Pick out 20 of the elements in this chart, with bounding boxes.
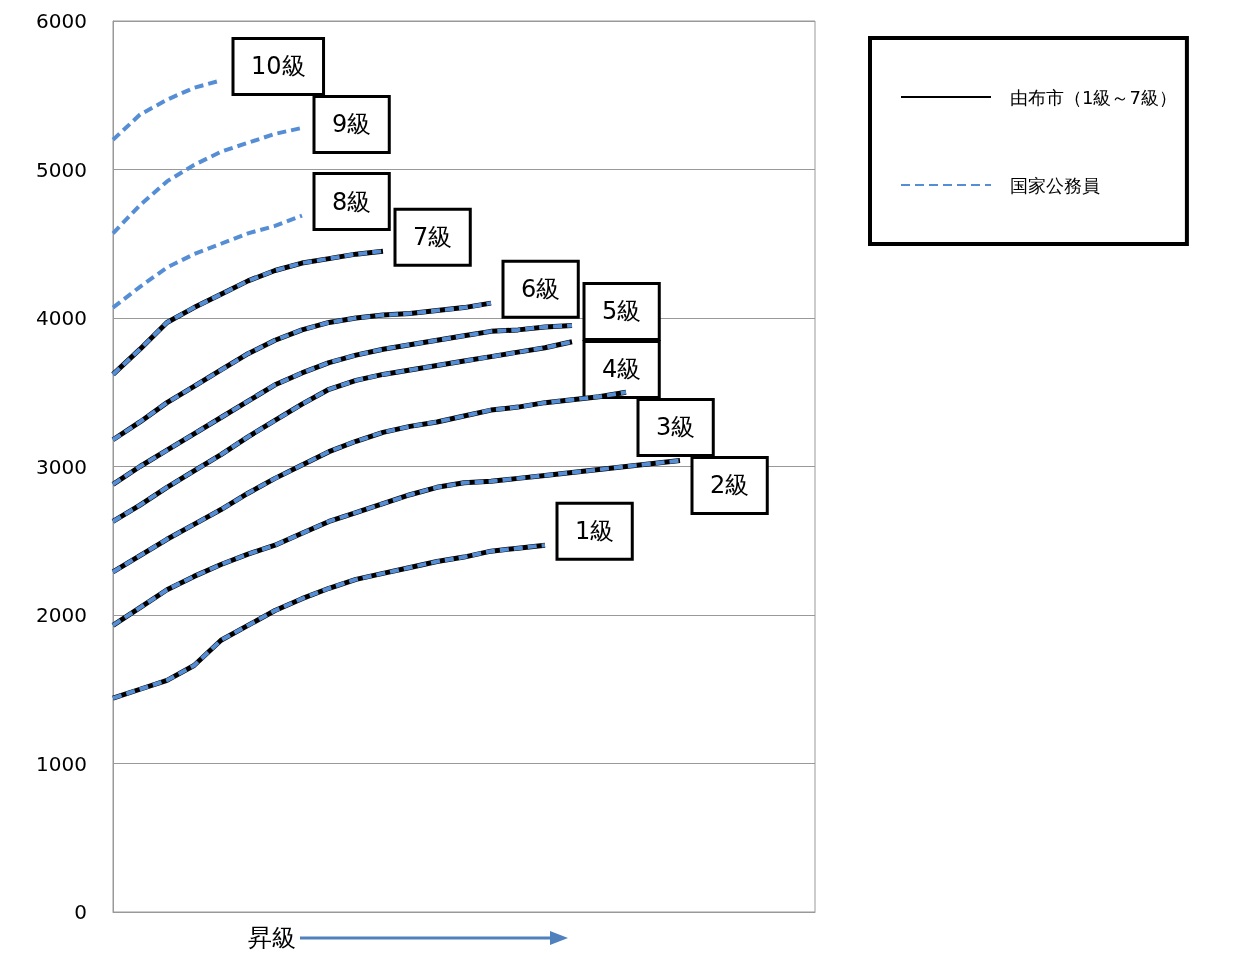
legend-label: 由布市（1級～7級） [1010,86,1177,108]
y-tick-label: 4000 [36,306,87,330]
annotation: 3級 [655,413,696,442]
annotation: 1級 [574,517,615,546]
annotation: 8級 [331,187,372,216]
y-tick-label: 0 [74,900,87,924]
annotation: 6級 [520,275,561,304]
x-axis-title: 昇級 [248,923,296,954]
y-tick-label: 1000 [36,751,87,776]
legend-label: 国家公務員 [1010,174,1100,196]
y-tick-label: 6000 [36,9,87,33]
y-tick-label: 5000 [36,157,87,182]
annotation: 5級 [601,297,642,326]
annotation: 10級 [251,52,306,81]
annotation: 2級 [709,471,750,500]
annotation: 4級 [601,355,642,384]
annotation: 9級 [331,110,372,139]
annotation: 7級 [412,223,453,252]
y-tick-label: 3000 [36,454,87,479]
y-tick-label: 2000 [36,603,87,627]
